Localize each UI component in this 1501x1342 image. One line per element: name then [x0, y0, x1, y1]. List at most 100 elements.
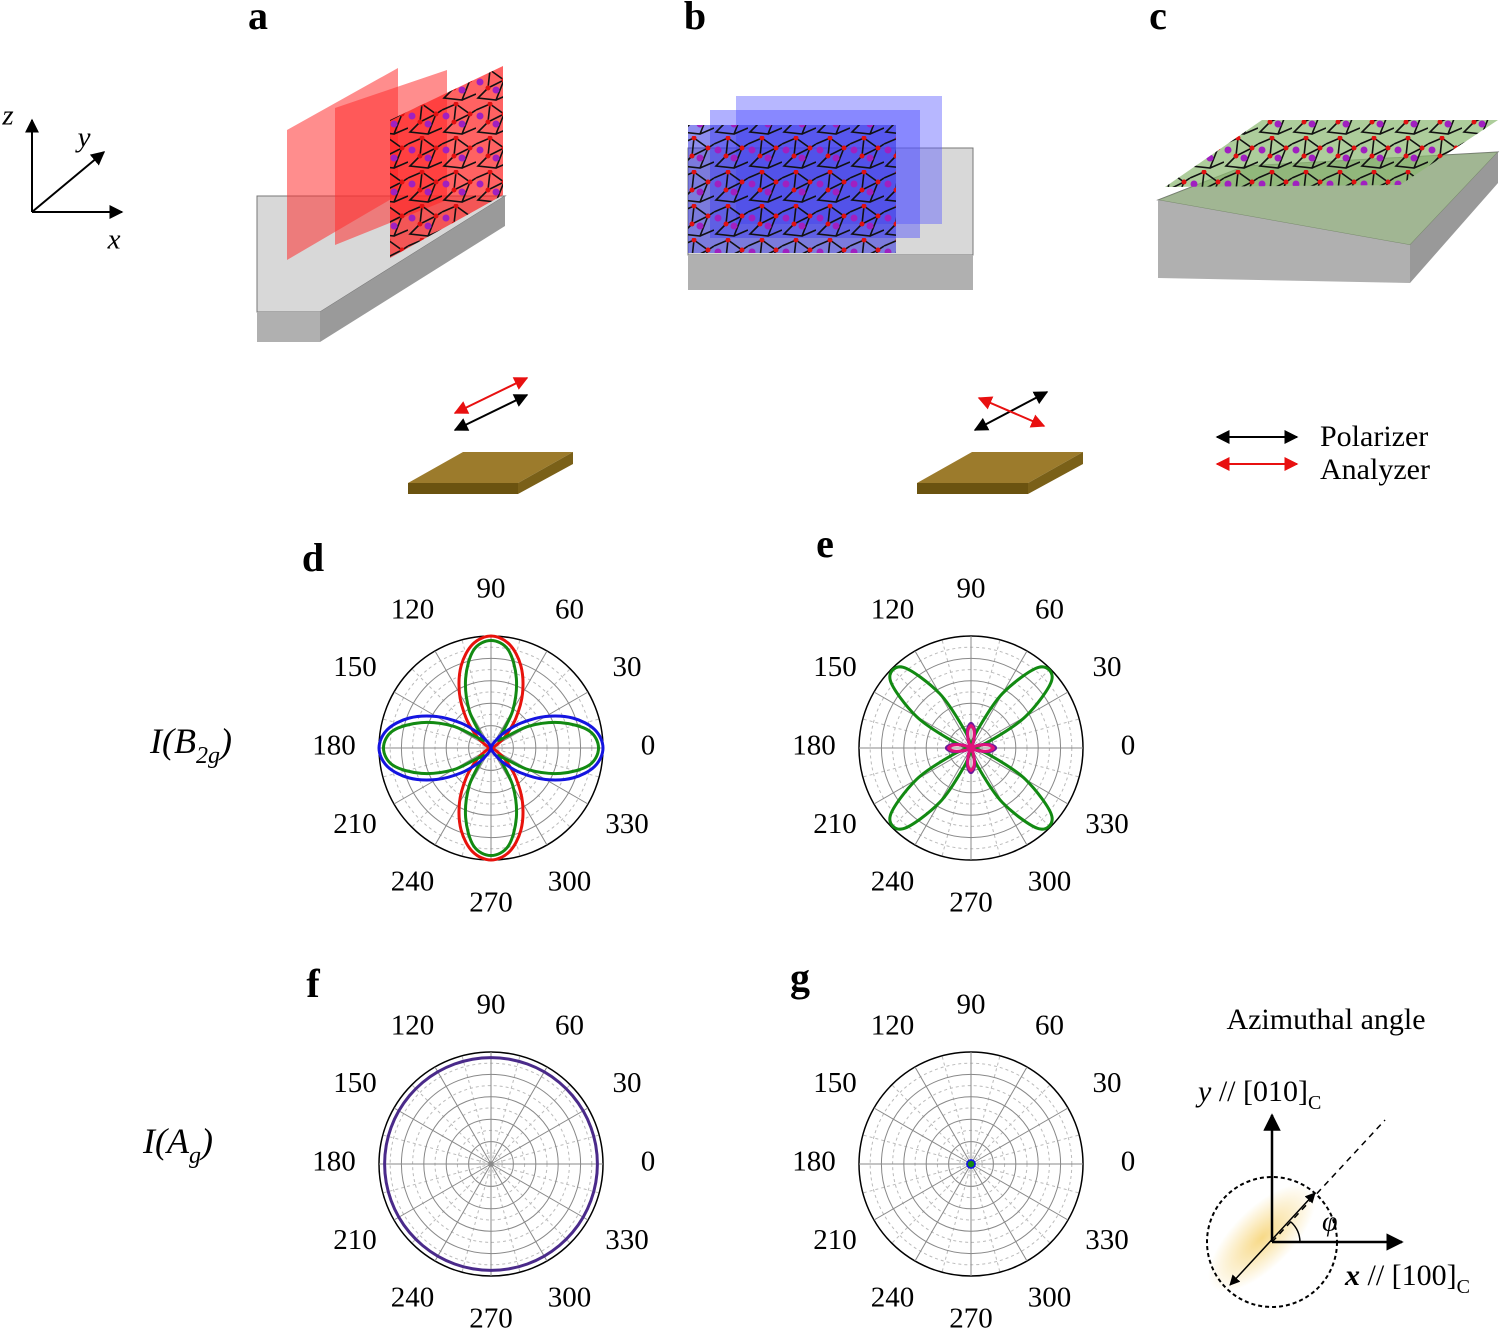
theta-tick-label: 90: [477, 573, 506, 605]
polar-chart: 0 30 60 90 120 150 180 210 240 270 300 330: [792, 573, 1135, 919]
theta-tick-label: 300: [1028, 866, 1072, 898]
row-label-close: ): [199, 1121, 213, 1161]
theta-tick-label: 90: [477, 989, 506, 1021]
theta-tick-label: 120: [391, 594, 435, 626]
angle-label: φ: [1322, 1206, 1338, 1237]
radial-grid-line: [914, 1163, 972, 1262]
theta-tick-label: 0: [641, 730, 656, 762]
radial-grid-line: [393, 747, 492, 805]
axis-text: // [100]: [1360, 1259, 1457, 1292]
radial-grid-line: [490, 747, 589, 805]
row-label-sub: 2g: [196, 743, 220, 769]
theta-tick-label: 270: [949, 887, 993, 919]
minor-radial-line: [891, 747, 972, 828]
panel-label: d: [302, 535, 324, 580]
theta-tick-label: 270: [949, 1303, 993, 1335]
theta-tick-label: 30: [1092, 651, 1121, 683]
minor-radial-line: [891, 1084, 972, 1165]
polar-curve: [967, 1160, 975, 1168]
panel-label: g: [790, 955, 810, 1000]
row-label-main: I(B: [149, 721, 196, 761]
panel-label: e: [816, 521, 834, 566]
panel-label: a: [248, 0, 268, 38]
radial-grid-line: [434, 1066, 492, 1165]
y-axis-label: y // [010]C: [1195, 1075, 1321, 1114]
theta-tick-label: 210: [813, 1224, 857, 1256]
row-label: I(Ag): [142, 1121, 213, 1168]
axis-text: // [010]: [1211, 1075, 1308, 1108]
theta-tick-label: 240: [871, 1282, 915, 1314]
minor-radial-line: [411, 1163, 492, 1244]
axis-symbol: x: [1344, 1259, 1360, 1292]
theta-tick-label: 60: [1035, 594, 1064, 626]
radial-grid-line: [490, 1163, 548, 1262]
radial-grid-line: [490, 650, 548, 749]
minor-radial-line: [382, 1163, 492, 1194]
radial-grid-line: [434, 747, 492, 846]
coordinate-axes: z y x: [1, 100, 124, 256]
theta-tick-label: 240: [871, 866, 915, 898]
axis-label: z: [1, 100, 13, 132]
minor-radial-line: [891, 668, 972, 749]
theta-tick-label: 300: [1028, 1282, 1072, 1314]
theta-tick-label: 330: [1085, 1224, 1129, 1256]
theta-tick-label: 60: [1035, 1010, 1064, 1042]
minor-radial-line: [862, 1134, 972, 1165]
axis-symbol: y: [1195, 1075, 1212, 1108]
theta-tick-label: 0: [1121, 1146, 1136, 1178]
minor-radial-line: [382, 718, 492, 749]
theta-tick-label: 90: [957, 989, 986, 1021]
azimuth-diagram: Azimuthal angle φ y // [010]C x // [100]…: [1195, 1003, 1470, 1308]
radial-grid-line: [490, 691, 589, 749]
radial-grid-line: [393, 1107, 492, 1165]
theta-tick-label: 330: [605, 1224, 649, 1256]
theta-tick-label: 180: [312, 1146, 356, 1178]
radial-grid-line: [914, 1066, 972, 1165]
theta-tick-label: 30: [612, 1067, 641, 1099]
panel-label: c: [1149, 0, 1167, 38]
polar-chart: 0 30 60 90 120 150 180 210 240 270 300 330: [312, 573, 655, 919]
legend-label: Polarizer: [1320, 420, 1428, 453]
radial-grid-line: [970, 1163, 1028, 1262]
radial-grid-line: [490, 747, 548, 846]
row-label-main: I(A: [142, 1121, 190, 1161]
radial-grid-line: [490, 1107, 589, 1165]
theta-tick-label: 30: [1092, 1067, 1121, 1099]
radial-grid-line: [434, 1163, 492, 1262]
panel-label: b: [684, 0, 706, 38]
radial-grid-line: [873, 1163, 972, 1221]
minor-radial-line: [382, 747, 492, 778]
panel-a-illustration: [256, 66, 507, 342]
radial-grid-line: [970, 1066, 1028, 1165]
panel-c-illustration: [1156, 120, 1500, 283]
theta-tick-label: 120: [391, 1010, 435, 1042]
polar-curve: [381, 638, 601, 858]
panel-b-illustration: [687, 96, 974, 290]
theta-tick-label: 180: [792, 730, 836, 762]
theta-tick-label: 120: [871, 1010, 915, 1042]
polar-chart: 0 30 60 90 120 150 180 210 240 270 300 330: [312, 989, 655, 1335]
minor-radial-line: [411, 1084, 492, 1165]
theta-tick-label: 300: [548, 866, 592, 898]
theta-tick-label: 150: [333, 651, 377, 683]
radial-grid-line: [490, 1163, 589, 1221]
azimuth-title: Azimuthal angle: [1226, 1003, 1425, 1036]
theta-tick-label: 330: [1085, 808, 1129, 840]
theta-tick-label: 180: [792, 1146, 836, 1178]
theta-tick-label: 30: [612, 651, 641, 683]
theta-tick-label: 330: [605, 808, 649, 840]
radial-grid-line: [970, 1107, 1069, 1165]
panel-label: f: [306, 961, 320, 1006]
polar-curve: [377, 714, 605, 782]
polar-curve: [383, 1056, 599, 1272]
axis-label: x: [107, 224, 121, 256]
theta-tick-label: 60: [555, 594, 584, 626]
theta-tick-label: 210: [333, 808, 377, 840]
row-labels: I(B2g) I(Ag): [142, 721, 232, 1168]
polar-curve: [966, 1159, 976, 1169]
minor-radial-line: [411, 747, 492, 828]
legend-label: Analyzer: [1320, 453, 1430, 486]
polar-chart: 0 30 60 90 120 150 180 210 240 270 300 330: [792, 989, 1135, 1335]
minor-radial-line: [411, 668, 492, 749]
